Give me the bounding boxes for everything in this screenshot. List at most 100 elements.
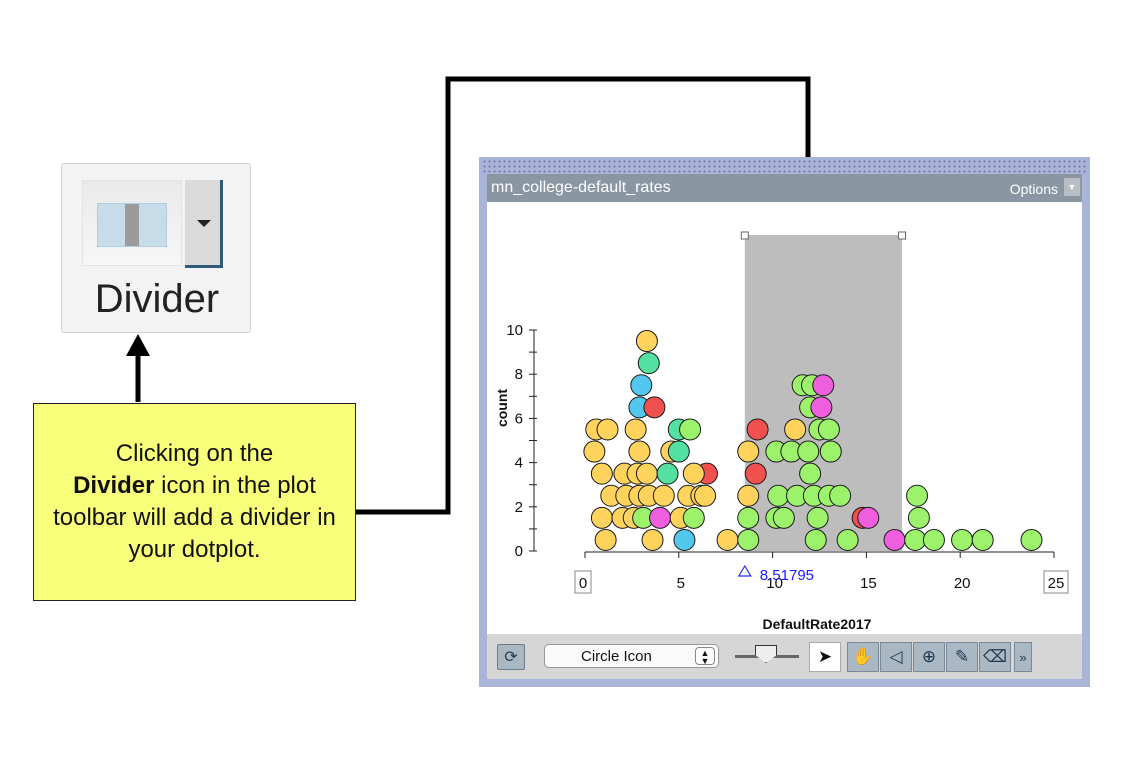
options-menu[interactable]: Options bbox=[1009, 181, 1058, 197]
window-grip[interactable] bbox=[482, 159, 1087, 173]
divider-label: Divider bbox=[94, 277, 220, 321]
data-point[interactable] bbox=[628, 440, 651, 463]
data-point[interactable] bbox=[694, 484, 717, 507]
y-axis: 0 2 4 6 8 10 bbox=[506, 322, 537, 560]
data-point[interactable] bbox=[907, 506, 930, 529]
data-point[interactable] bbox=[799, 462, 822, 485]
data-point[interactable] bbox=[716, 528, 739, 551]
pencil-icon[interactable]: ✎ bbox=[946, 642, 978, 672]
data-point[interactable] bbox=[679, 418, 702, 441]
eraser-icon[interactable]: ⌫ bbox=[979, 642, 1011, 672]
data-point[interactable] bbox=[951, 528, 974, 551]
data-point[interactable] bbox=[737, 440, 760, 463]
arrow-select-icon[interactable]: ➤ bbox=[809, 642, 841, 672]
x-axis: 0 5 10 15 20 25 bbox=[574, 551, 1069, 594]
data-point[interactable] bbox=[641, 528, 664, 551]
data-point[interactable] bbox=[804, 528, 827, 551]
data-point[interactable] bbox=[904, 528, 927, 551]
data-point[interactable] bbox=[737, 528, 760, 551]
refresh-icon[interactable]: ⟳ bbox=[497, 644, 525, 670]
data-point[interactable] bbox=[590, 506, 613, 529]
data-point[interactable] bbox=[817, 418, 840, 441]
more-tools-button[interactable]: » bbox=[1014, 642, 1032, 672]
data-point[interactable] bbox=[737, 484, 760, 507]
data-point[interactable] bbox=[767, 484, 790, 507]
x-tick-label[interactable]: 25 bbox=[1048, 575, 1065, 592]
data-point[interactable] bbox=[637, 352, 660, 375]
data-point[interactable] bbox=[746, 418, 769, 441]
data-point[interactable] bbox=[772, 506, 795, 529]
divider-marker-icon[interactable] bbox=[737, 564, 752, 577]
divider-tool-tile[interactable]: Divider bbox=[61, 163, 251, 333]
data-point[interactable] bbox=[1020, 528, 1043, 551]
point-type-select[interactable]: Circle Icon ▲ ▼ bbox=[544, 644, 719, 668]
data-point[interactable] bbox=[829, 484, 852, 507]
data-point[interactable] bbox=[635, 330, 658, 353]
graph-title: mn_college-default_rates bbox=[491, 179, 671, 196]
data-point[interactable] bbox=[656, 462, 679, 485]
data-point[interactable] bbox=[667, 440, 690, 463]
data-point[interactable] bbox=[649, 506, 672, 529]
data-point[interactable] bbox=[673, 528, 696, 551]
x-min-box[interactable] bbox=[574, 570, 592, 594]
data-point[interactable] bbox=[784, 418, 807, 441]
data-point[interactable] bbox=[906, 484, 929, 507]
x-tick-label: 5 bbox=[677, 575, 685, 592]
data-point[interactable] bbox=[836, 528, 859, 551]
divider-readout: 8.51795 bbox=[760, 567, 814, 584]
data-point[interactable] bbox=[630, 374, 653, 397]
stepper-icon[interactable]: ▲ ▼ bbox=[695, 647, 715, 666]
x-tick-label: 15 bbox=[860, 575, 877, 592]
data-point[interactable] bbox=[810, 396, 833, 419]
data-point[interactable] bbox=[594, 528, 617, 551]
plot-toolbar: ⟳ Circle Icon ▲ ▼ ➤ ✋ ◁ ⊕ ✎ ⌫ » bbox=[487, 634, 1082, 679]
add-point-icon[interactable]: ⊕ bbox=[913, 642, 945, 672]
note-bold: Divider bbox=[73, 472, 155, 499]
x-tick-label: 10 bbox=[766, 575, 783, 592]
y-tick-label: 2 bbox=[515, 499, 523, 516]
divider-handle-right[interactable] bbox=[898, 231, 907, 240]
point-size-slider[interactable] bbox=[755, 645, 777, 663]
divider-icon bbox=[82, 180, 182, 266]
data-point[interactable] bbox=[583, 440, 606, 463]
x-tick-label[interactable]: 0 bbox=[579, 575, 587, 592]
data-point[interactable] bbox=[682, 462, 705, 485]
data-point[interactable] bbox=[806, 506, 829, 529]
drag-hand-icon[interactable]: ✋ bbox=[847, 642, 879, 672]
y-axis-label: count bbox=[494, 389, 510, 427]
x-tick-label: 20 bbox=[954, 575, 971, 592]
data-point[interactable] bbox=[635, 462, 658, 485]
data-point[interactable] bbox=[971, 528, 994, 551]
y-tick-label: 8 bbox=[515, 366, 523, 383]
note-line-1: Clicking on the bbox=[115, 440, 274, 467]
data-point[interactable] bbox=[797, 440, 820, 463]
data-point[interactable] bbox=[819, 440, 842, 463]
y-tick-label: 4 bbox=[515, 455, 523, 472]
dot-plot[interactable]: 0 2 4 6 8 10 0 5 10 15 20 25 count DefaultRate2017… bbox=[487, 202, 1082, 634]
plot-area[interactable]: 0 2 4 6 8 10 0 5 10 15 20 25 count DefaultRate2017… bbox=[487, 202, 1082, 634]
data-point[interactable] bbox=[624, 418, 647, 441]
y-tick-label: 0 bbox=[515, 543, 523, 560]
chevron-down-icon[interactable]: ▼ bbox=[1064, 178, 1080, 196]
x-max-box[interactable] bbox=[1043, 570, 1069, 594]
point-type-value: Circle Icon bbox=[581, 648, 652, 665]
data-point[interactable] bbox=[883, 528, 906, 551]
data-point[interactable] bbox=[643, 396, 666, 419]
move-left-icon[interactable]: ◁ bbox=[880, 642, 912, 672]
data-point[interactable] bbox=[744, 462, 767, 485]
x-axis-label: DefaultRate2017 bbox=[763, 616, 872, 632]
graph-titlebar[interactable]: mn_college-default_rates Options ▼ bbox=[487, 174, 1082, 202]
data-point[interactable] bbox=[652, 484, 675, 507]
data-point[interactable] bbox=[857, 506, 880, 529]
y-tick-label: 6 bbox=[515, 410, 523, 427]
y-tick-label: 10 bbox=[506, 322, 523, 339]
data-point[interactable] bbox=[682, 506, 705, 529]
data-point[interactable] bbox=[737, 506, 760, 529]
graph-window[interactable]: mn_college-default_rates Options ▼ 0 2 4 6 8… bbox=[479, 157, 1090, 687]
data-point[interactable] bbox=[596, 418, 619, 441]
data-point[interactable] bbox=[590, 462, 613, 485]
divider-handle-left[interactable] bbox=[740, 231, 749, 240]
data-point[interactable] bbox=[812, 374, 835, 397]
data-point[interactable] bbox=[922, 528, 945, 551]
chevron-down-icon[interactable] bbox=[185, 180, 223, 268]
